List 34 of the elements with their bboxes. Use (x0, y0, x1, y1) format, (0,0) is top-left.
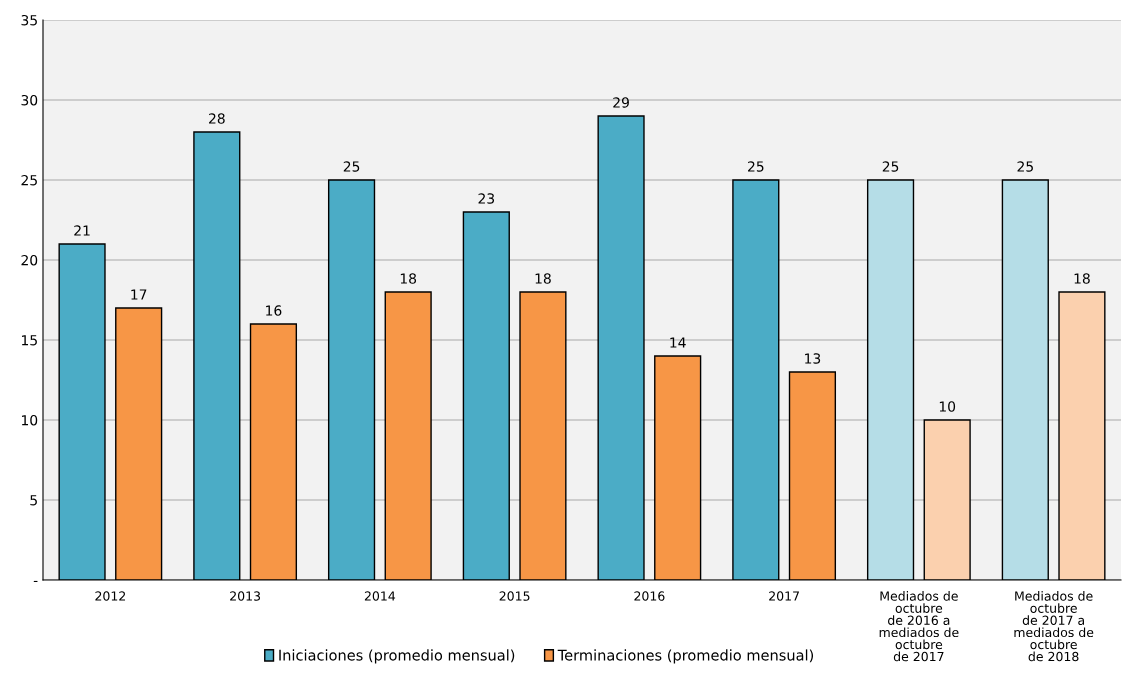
x-tick-label: 2013 (230, 591, 261, 601)
y-tick-label: 25 (21, 174, 37, 186)
data-label: 21 (74, 225, 90, 236)
data-label: 16 (266, 305, 282, 316)
y-tick-label: 10 (21, 414, 38, 426)
y-tick-label: 15 (21, 335, 37, 346)
legend-label: Iniciaciones (promedio mensual) (279, 649, 515, 664)
y-tick-label: 20 (21, 254, 38, 266)
x-tick-label: 2014 (364, 591, 396, 601)
data-label: 29 (613, 97, 629, 108)
x-tick-label: 2017 (769, 591, 799, 601)
x-tick-label: Mediados de octubre de 2017 a mediados de octubre de 2018 (1014, 591, 1094, 662)
x-tick-label: 2015 (499, 591, 530, 601)
legend-label: Terminaciones (promedio mensual) (557, 649, 814, 664)
data-label: 18 (1074, 273, 1090, 284)
data-label: 18 (400, 273, 417, 284)
y-tick-label: 30 (21, 94, 38, 106)
y-tick-label: 35 (21, 14, 37, 26)
data-label: 14 (670, 337, 686, 348)
y-tick-label: 5 (30, 495, 37, 506)
data-label: 13 (805, 353, 821, 364)
data-label: 23 (478, 193, 495, 204)
data-label: 25 (882, 161, 899, 172)
data-label: 28 (209, 113, 225, 124)
x-tick-label: 2012 (95, 591, 126, 601)
data-label: 10 (939, 401, 956, 412)
data-label: 17 (131, 289, 147, 300)
data-label: 18 (535, 273, 551, 284)
x-tick-label: 2016 (634, 591, 665, 601)
data-label: 25 (748, 161, 764, 172)
data-label: 25 (1017, 161, 1033, 172)
y-tick-label: - (33, 580, 38, 583)
data-label: 25 (343, 161, 360, 172)
x-tick-label: Mediados de octubre de 2016 a mediados de octubre de 2017 (879, 591, 959, 662)
